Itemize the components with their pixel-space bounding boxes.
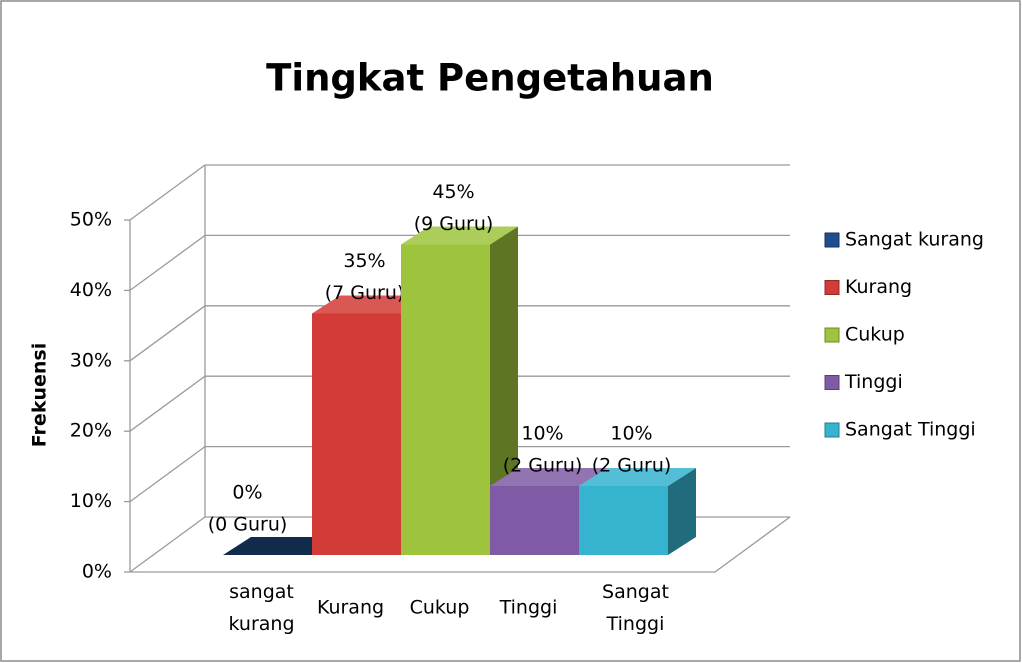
- data-label: 10%: [521, 423, 563, 445]
- data-label-count: (0 Guru): [208, 514, 288, 536]
- bar-top: [312, 295, 429, 314]
- y-tick-label: 50%: [70, 209, 112, 231]
- legend-swatch: [824, 327, 840, 343]
- bar: [401, 244, 490, 555]
- legend-label: Cukup: [845, 324, 905, 346]
- bar-side: [668, 468, 696, 555]
- data-label-count: (2 Guru): [503, 455, 583, 477]
- data-label: 0%: [232, 482, 262, 504]
- legend-label: Sangat Tinggi: [845, 419, 976, 441]
- x-tick-label: Tinggi: [499, 597, 558, 619]
- bar-top: [490, 468, 607, 486]
- legend-label: Kurang: [845, 276, 912, 298]
- data-label-count: (7 Guru): [325, 282, 405, 304]
- legend-label: Sangat kurang: [845, 229, 984, 251]
- data-label-count: (9 Guru): [414, 213, 494, 235]
- data-label: 10%: [610, 423, 652, 445]
- chart-title: Tingkat Pengetahuan: [266, 57, 714, 100]
- bar: [490, 486, 579, 555]
- y-tick-label: 20%: [70, 420, 112, 442]
- floor: [130, 516, 791, 573]
- y-axis-label: Frekuensi: [29, 343, 51, 447]
- bar-top: [401, 226, 518, 245]
- bar-top: [223, 537, 340, 555]
- legend-label: Tinggi: [844, 371, 903, 393]
- bar-top: [579, 468, 696, 486]
- data-label-count: (2 Guru): [592, 455, 672, 477]
- y-tick-label: 40%: [70, 279, 112, 301]
- legend-swatch: [824, 232, 840, 248]
- bar: [579, 486, 668, 555]
- x-tick-label: Sangat Tinggi: [602, 581, 669, 635]
- y-tick-label: 10%: [70, 490, 112, 512]
- data-label: 45%: [432, 181, 474, 203]
- y-tick-label: 30%: [70, 349, 112, 371]
- legend-swatch: [824, 375, 840, 390]
- bar: [312, 313, 401, 555]
- x-tick-label: sangat kurang: [228, 581, 294, 635]
- x-tick-label: Cukup: [410, 597, 470, 619]
- y-tick-label: 0%: [82, 561, 112, 583]
- data-label: 35%: [343, 250, 385, 272]
- legend-swatch: [824, 280, 840, 295]
- x-tick-label: Kurang: [317, 597, 384, 619]
- legend-swatch: [824, 422, 840, 438]
